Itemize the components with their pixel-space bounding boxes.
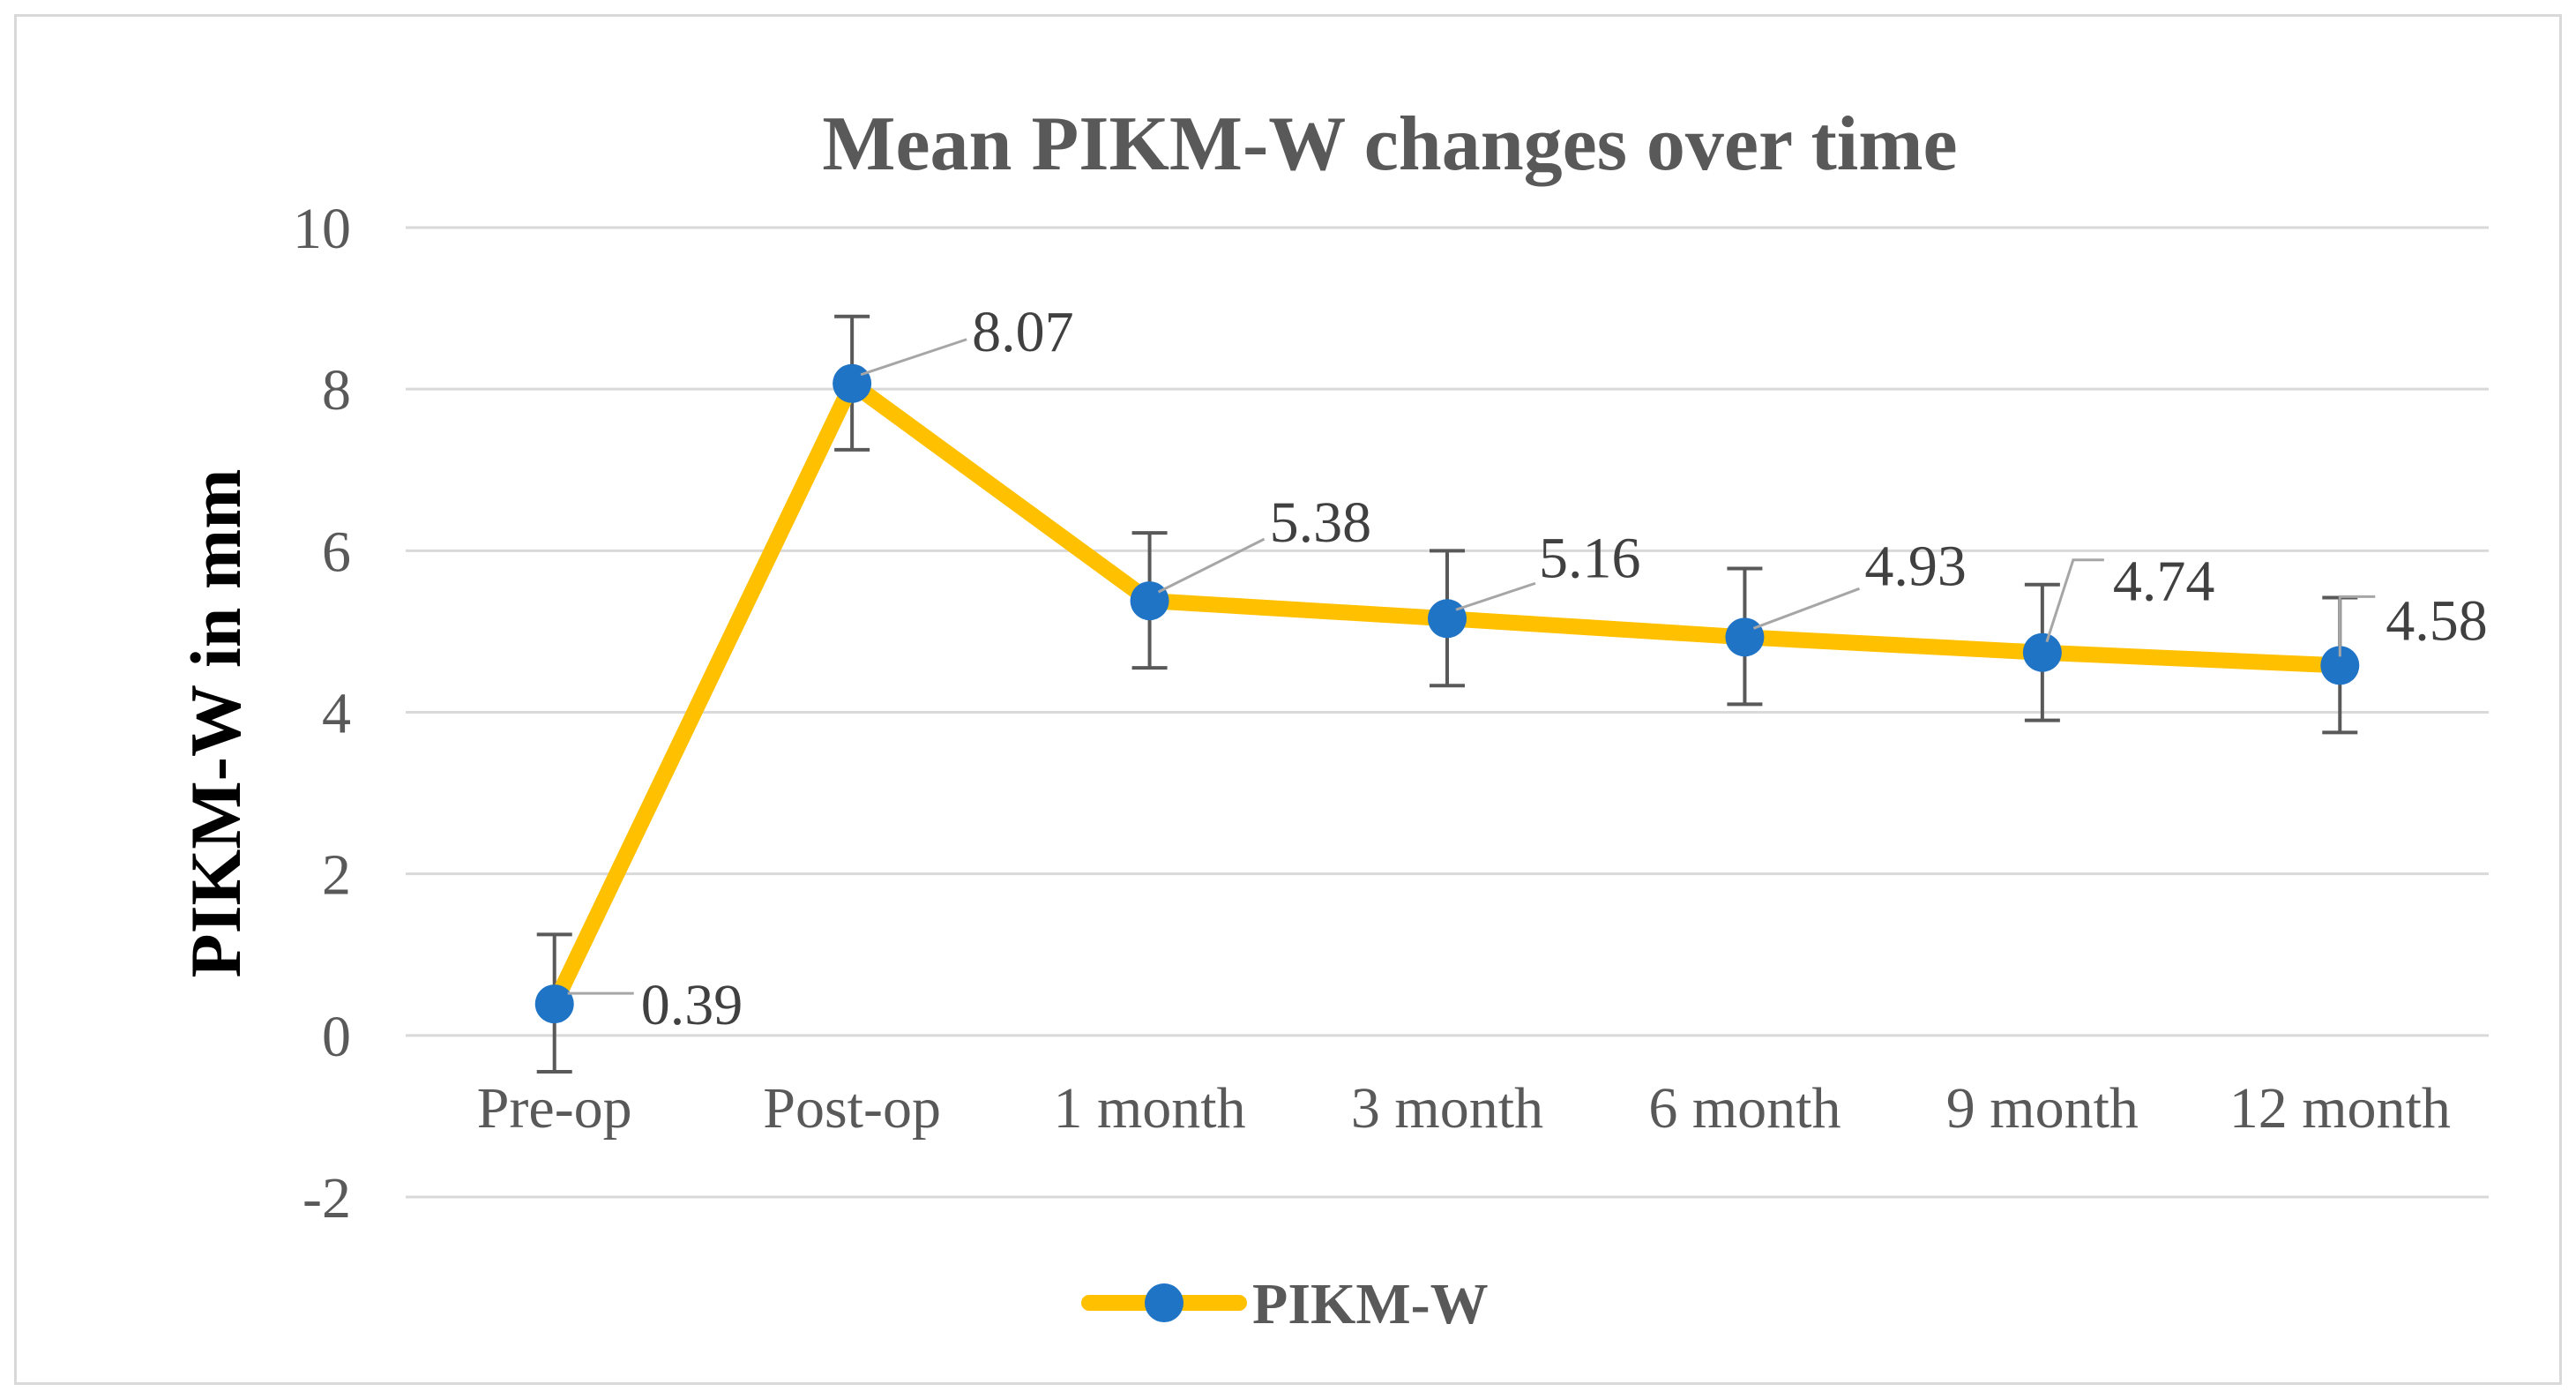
x-tick-label: Post-op (763, 1076, 941, 1141)
x-tick-labels: Pre-op Post-op 1 month 3 month 6 month 9 mont… (477, 1076, 2451, 1141)
data-label-leader-line (860, 338, 967, 377)
y-tick-labels: -2 0 2 4 6 8 10 (293, 197, 351, 1231)
data-label: 5.38 (1270, 490, 1372, 555)
y-tick-label: 2 (322, 843, 351, 908)
y-tick-label: 6 (322, 520, 351, 584)
chart-title: Mean PIKM-W changes over time (822, 101, 1957, 187)
leader-lines (567, 338, 2376, 995)
data-label-leader-line (1752, 587, 1860, 630)
gridlines (406, 226, 2489, 1199)
x-tick-label: 6 month (1648, 1076, 1841, 1141)
y-axis-label: PIKM-W in mm (175, 468, 256, 977)
chart-frame (14, 14, 2562, 1385)
y-tick-label: 4 (322, 682, 351, 746)
series-line-group (546, 375, 2348, 1013)
data-point-marker (833, 363, 872, 403)
data-label: 8.07 (972, 300, 1074, 364)
x-tick-label: 3 month (1351, 1076, 1543, 1141)
data-point-marker (1130, 581, 1169, 621)
x-tick-label: 1 month (1053, 1076, 1245, 1141)
data-point-marker (2320, 646, 2360, 685)
series-line-pikm-w (546, 375, 2348, 1013)
data-point-marker (1428, 599, 1467, 639)
y-tick-label: -2 (302, 1166, 351, 1231)
data-label: 0.39 (641, 973, 743, 1037)
data-label: 4.93 (1864, 534, 1967, 598)
data-label-leader-line (2338, 595, 2376, 657)
x-tick-label: 9 month (1946, 1076, 2139, 1141)
data-label-leader-line (1157, 537, 1266, 594)
y-tick-label: 0 (322, 1005, 351, 1069)
legend-label: PIKM-W (1252, 1272, 1489, 1336)
x-tick-label: Pre-op (477, 1076, 632, 1141)
legend-marker-swatch (1145, 1283, 1183, 1322)
y-tick-label: 10 (293, 197, 351, 261)
data-point-marker (534, 984, 574, 1024)
data-label: 5.16 (1539, 526, 1641, 590)
data-labels: 0.39 8.07 5.38 5.16 4.93 4.74 4.58 (641, 300, 2488, 1037)
legend: PIKM-W (1081, 1272, 1489, 1336)
data-label: 4.74 (2113, 550, 2215, 614)
data-label-leader-line (2045, 558, 2104, 643)
y-tick-label: 8 (322, 358, 351, 423)
data-point-marker (1725, 617, 1765, 657)
x-tick-label: 12 month (2229, 1076, 2451, 1141)
data-label-leader-line (1455, 581, 1536, 611)
error-bars (536, 314, 2358, 1074)
data-label: 4.58 (2386, 588, 2488, 653)
data-point-marker (2022, 632, 2062, 672)
